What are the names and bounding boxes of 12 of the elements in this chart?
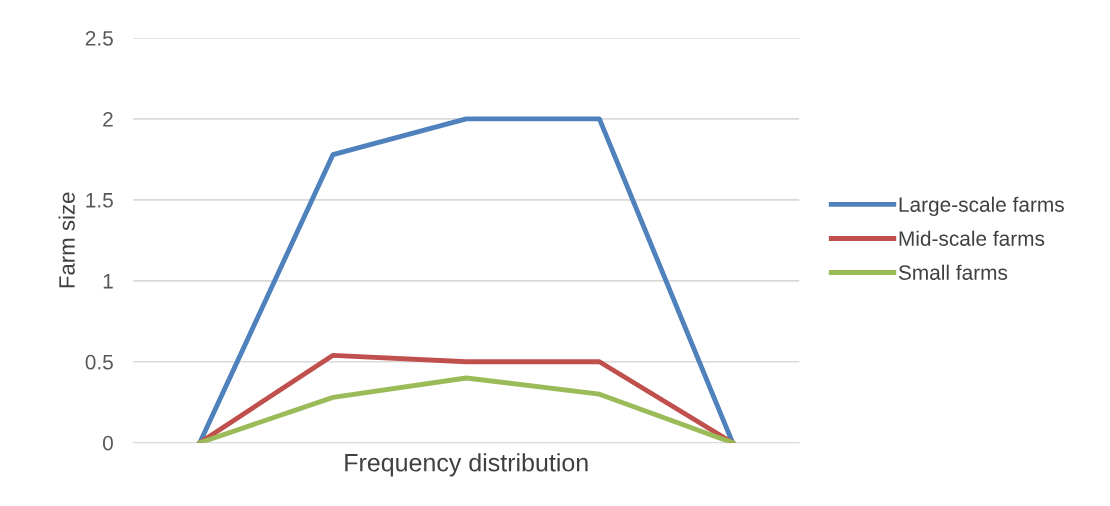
y-tick-label: 0 [102,435,113,451]
legend-label: Large-scale farms [899,196,1064,217]
x-axis-title: Frequency distribution [345,453,588,477]
legend-label: Mid-scale farms [899,230,1045,246]
y-tick-label: 2 [103,111,113,127]
y-axis-title: Farm size [58,192,75,288]
y-tick-label: 2.5 [85,30,113,46]
line-series [197,375,736,443]
y-tick-label: 1.5 [86,193,113,208]
y-tick-label: 1 [103,274,113,289]
y-tick-label: 0.5 [85,354,113,370]
legend-label: Small farms [898,264,1008,280]
